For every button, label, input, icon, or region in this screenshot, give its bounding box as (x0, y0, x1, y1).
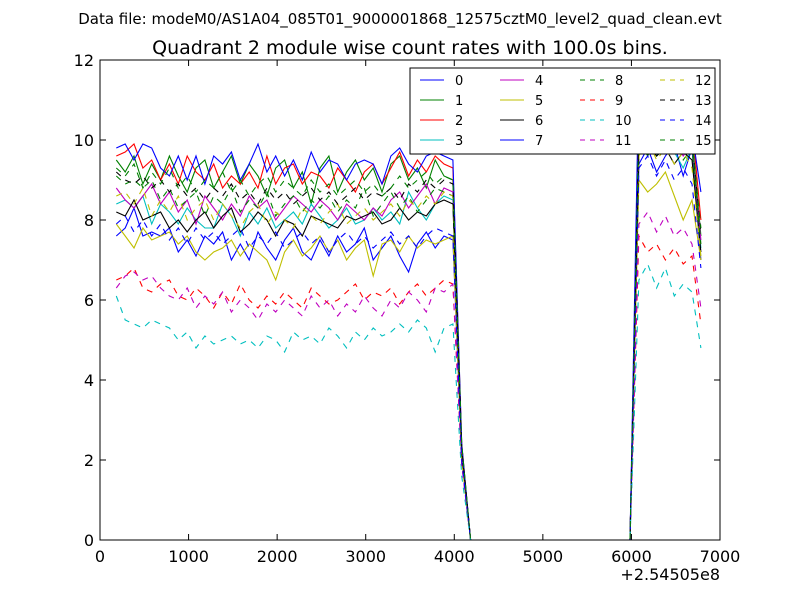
legend-label-10: 10 (615, 114, 632, 129)
series-line-15 (115, 106, 702, 540)
series-line-2 (116, 102, 702, 540)
chart-title: Quadrant 2 module wise count rates with … (152, 37, 668, 59)
legend-label-13: 13 (695, 94, 712, 109)
y-tick-label: 6 (84, 291, 94, 310)
series-line-6 (116, 143, 702, 540)
legend-label-7: 7 (535, 134, 543, 149)
series-line-0 (115, 142, 702, 540)
y-tick-label: 8 (84, 211, 94, 230)
x-tick-label: 1000 (168, 547, 209, 566)
legend-label-4: 4 (535, 74, 543, 89)
x-tick-label: 0 (95, 547, 105, 566)
legend-label-5: 5 (535, 94, 543, 109)
x-tick-label: 6000 (611, 547, 652, 566)
x-tick-label: 3000 (345, 547, 386, 566)
series-line-4 (115, 122, 702, 540)
y-tick-label: 4 (84, 371, 94, 390)
legend-label-1: 1 (455, 94, 463, 109)
chart-suptitle: Data file: modeM0/AS1A04_085T01_90000018… (78, 10, 722, 29)
y-tick-label: 0 (84, 531, 94, 550)
series-line-11 (115, 210, 702, 540)
legend-label-12: 12 (695, 74, 712, 89)
legend-label-15: 15 (695, 134, 712, 149)
y-tick-label: 12 (74, 51, 94, 70)
legend-label-9: 9 (615, 94, 623, 109)
x-tick-label: 4000 (434, 547, 475, 566)
x-tick-label: 7000 (700, 547, 741, 566)
legend-label-0: 0 (455, 74, 463, 89)
legend-label-14: 14 (695, 114, 712, 129)
legend-label-2: 2 (455, 114, 463, 129)
legend-label-8: 8 (615, 74, 623, 89)
series-line-10 (115, 262, 702, 540)
series-line-7 (116, 69, 702, 540)
series-line-14 (115, 154, 702, 540)
x-tick-label: 5000 (522, 547, 563, 566)
y-tick-label: 2 (84, 451, 94, 470)
y-tick-label: 10 (74, 131, 94, 150)
series-line-13 (115, 114, 702, 540)
x-tick-label: 2000 (257, 547, 298, 566)
legend-label-3: 3 (455, 134, 463, 149)
series-layer (115, 69, 702, 540)
series-line-9 (116, 233, 702, 540)
legend-label-11: 11 (615, 134, 632, 149)
legend-label-6: 6 (535, 114, 543, 129)
x-offset-label: +2.54505e8 (620, 565, 720, 584)
